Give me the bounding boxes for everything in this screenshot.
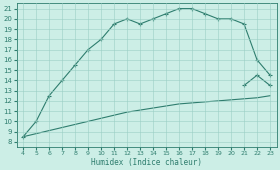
X-axis label: Humidex (Indice chaleur): Humidex (Indice chaleur): [91, 158, 202, 167]
